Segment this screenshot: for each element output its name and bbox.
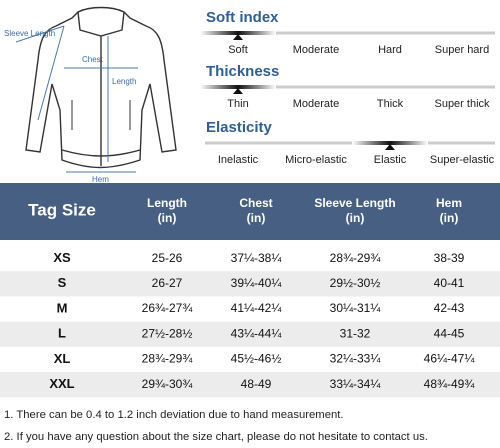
header-name: Hem [436,196,462,210]
table-cell: 27½-28½ [142,326,193,340]
table-cell: 39¼-40¼ [231,276,283,290]
scale-title: Thickness [206,63,279,80]
table-cell: 40-41 [434,276,465,290]
table-cell: L [58,326,66,341]
header-name: Tag Size [28,200,96,219]
table-cell: 37¼-38¼ [231,251,283,265]
table-cell: 29¾-30¾ [142,377,194,391]
note: 2. If you have any question about the si… [4,431,428,443]
scale-option: Hard [378,44,402,56]
table-cell: 31-32 [340,326,371,340]
header-name: Sleeve Length [314,196,395,210]
table-cell: XL [54,351,71,366]
table-cell: 48¾-49¾ [424,377,476,391]
scale-marker [385,144,395,150]
scale-option: Super-elastic [430,154,495,166]
measure-lines [15,25,138,173]
table-cell: XXL [49,376,74,391]
header-unit: (in) [247,211,266,225]
header-name: Length [147,196,187,210]
scale-option: Moderate [293,98,339,110]
table-cell: 25-26 [152,251,183,265]
jacket-drawing [25,6,177,169]
row-band [0,372,500,398]
scale-option: Inelastic [218,154,259,166]
table-cell: 45½-46½ [231,352,282,366]
note: 1. There can be 0.4 to 1.2 inch deviatio… [4,409,344,421]
row-band [0,321,500,347]
scale-option: Thin [227,98,248,110]
scale-option: Micro-elastic [285,154,347,166]
hem-label: Hem [92,175,109,184]
scale-option: Super hard [435,44,489,56]
table-cell: 48-49 [241,377,272,391]
table-cell: 28¾-29¾ [142,352,194,366]
table-cell: 44-45 [434,326,465,340]
scale-option: Moderate [293,44,339,56]
scale-marker [233,34,243,40]
table-cell: 38-39 [434,251,465,265]
scale-option: Elastic [374,154,407,166]
length-label: Length [112,77,136,86]
table-cell: 32¼-33¼ [330,352,382,366]
table-cell: 46¼-47¼ [424,352,476,366]
scale-option: Thick [377,98,404,110]
chest-label: Chest [82,55,104,64]
scale-highlight [200,31,276,35]
sleeve-label: Sleeve Length [4,29,55,38]
row-band [0,271,500,297]
table-cell: 33¼-34¼ [330,377,382,391]
scale-title: Soft index [206,9,279,26]
header-name: Chest [239,196,272,210]
table-cell: XS [53,250,71,265]
header-unit: (in) [158,211,177,225]
table-cell: 29½-30½ [330,276,381,290]
scale-option: Super thick [434,98,490,110]
header-unit: (in) [440,211,459,225]
table-cell: 30¼-31¼ [330,301,382,315]
header-unit: (in) [346,211,365,225]
table-cell: 41¼-42¼ [231,301,283,315]
scale-option: Soft [228,44,248,56]
scale-title: Elasticity [206,119,273,136]
table-cell: M [57,300,68,315]
scale-highlight [352,141,428,145]
table-header-bg [0,183,500,240]
scale-highlight [200,85,276,89]
table-cell: 28¾-29¾ [330,251,382,265]
table-cell: 26¾-27¾ [142,301,194,315]
table-cell: 42-43 [434,301,465,315]
table-cell: S [58,275,67,290]
table-cell: 43¼-44¼ [231,326,283,340]
table-cell: 26-27 [152,276,183,290]
scale-marker [233,88,243,94]
